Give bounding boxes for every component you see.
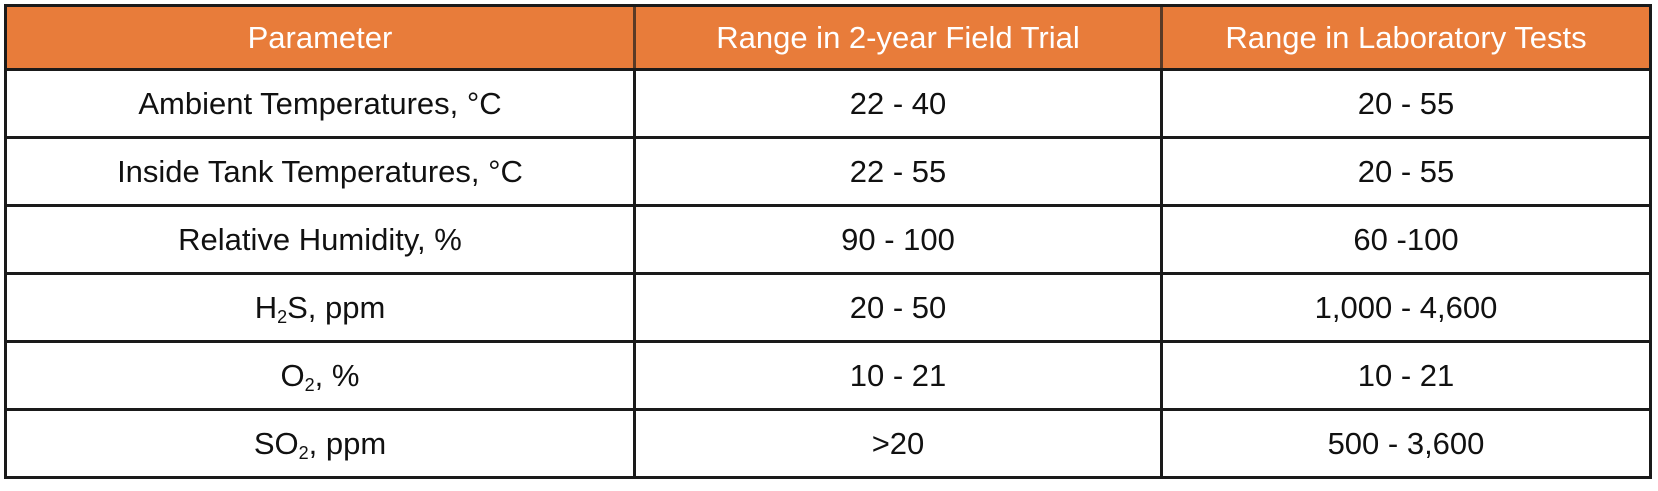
parameter-suffix: , % xyxy=(314,357,360,393)
parameter-cell: Inside Tank Temperatures, °C xyxy=(7,139,633,204)
parameter-subscript: 2 xyxy=(298,443,309,463)
lab-test-cell: 1,000 - 4,600 xyxy=(1160,275,1649,340)
parameter-cell: Ambient Temperatures, °C xyxy=(7,71,633,136)
table-row: Relative Humidity, % 90 - 100 60 -100 xyxy=(7,204,1649,272)
parameter-text: SO xyxy=(253,425,299,461)
table-row: Ambient Temperatures, °C 22 - 40 20 - 55 xyxy=(7,68,1649,136)
parameter-cell: SO 2, ppm xyxy=(7,411,633,476)
parameter-cell: Relative Humidity, % xyxy=(7,207,633,272)
parameter-subscript: 2 xyxy=(304,375,315,395)
parameter-text: Ambient Temperatures, °C xyxy=(138,85,502,121)
lab-test-cell: 500 - 3,600 xyxy=(1160,411,1649,476)
field-trial-cell: 20 - 50 xyxy=(633,275,1160,340)
parameter-text: O xyxy=(280,357,305,393)
table-row: SO 2, ppm >20 500 - 3,600 xyxy=(7,408,1649,476)
field-trial-cell: >20 xyxy=(633,411,1160,476)
lab-test-cell: 20 - 55 xyxy=(1160,71,1649,136)
parameter-text: H xyxy=(254,289,278,325)
parameter-table: Parameter Range in 2-year Field Trial Ra… xyxy=(4,4,1652,479)
parameter-text: Relative Humidity, % xyxy=(178,221,462,257)
lab-test-cell: 10 - 21 xyxy=(1160,343,1649,408)
parameter-subscript: 2 xyxy=(277,307,288,327)
table-row: Inside Tank Temperatures, °C 22 - 55 20 … xyxy=(7,136,1649,204)
lab-test-cell: 20 - 55 xyxy=(1160,139,1649,204)
parameter-text: Inside Tank Temperatures, °C xyxy=(117,153,523,189)
parameter-cell: H 2 S, ppm xyxy=(7,275,633,340)
field-trial-cell: 10 - 21 xyxy=(633,343,1160,408)
parameter-suffix: S, ppm xyxy=(287,289,386,325)
parameter-suffix: , ppm xyxy=(308,425,387,461)
field-trial-cell: 22 - 40 xyxy=(633,71,1160,136)
header-parameter: Parameter xyxy=(247,19,393,55)
lab-test-cell: 60 -100 xyxy=(1160,207,1649,272)
header-field-trial: Range in 2-year Field Trial xyxy=(633,7,1160,68)
field-trial-cell: 90 - 100 xyxy=(633,207,1160,272)
header-laboratory-tests: Range in Laboratory Tests xyxy=(1160,7,1649,68)
table-header-row: Parameter Range in 2-year Field Trial Ra… xyxy=(7,7,1649,68)
field-trial-cell: 22 - 55 xyxy=(633,139,1160,204)
table-row: H 2 S, ppm 20 - 50 1,000 - 4,600 xyxy=(7,272,1649,340)
